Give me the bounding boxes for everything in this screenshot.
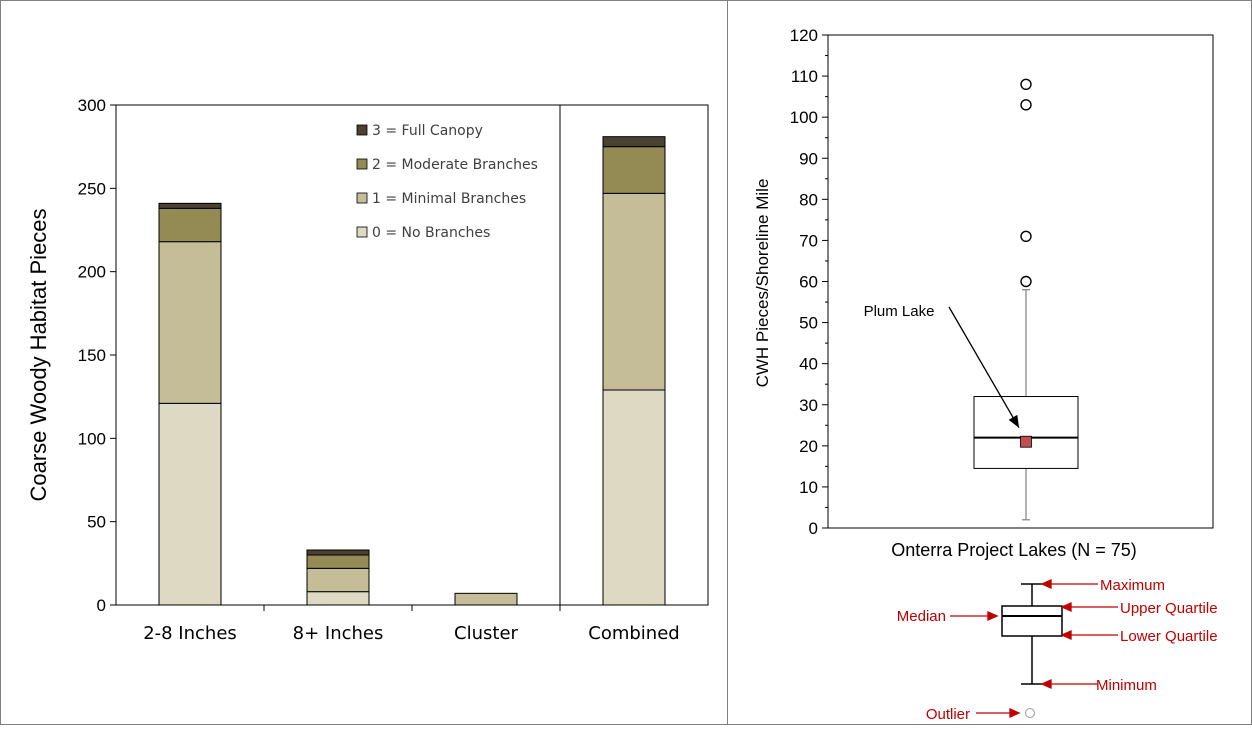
legend-entry: 3 = Full Canopy (372, 123, 483, 139)
legend-entry: 2 = Moderate Branches (372, 157, 538, 173)
legend-label-maximum: Maximum (1100, 577, 1165, 594)
legend-swatch (356, 158, 368, 170)
legend-label-median: Median (897, 608, 946, 625)
bar-segment (602, 136, 666, 148)
outlier-marker (1020, 230, 1032, 243)
box-y-tick-label: 70 (799, 231, 818, 250)
legend-label-lower-quartile: Lower Quartile (1120, 628, 1218, 645)
bar-segment (602, 192, 666, 391)
stacked-bar-chart: 0 50 100 150 200 250 300 2-8 Inches 8+ Inches Cl… (26, 96, 709, 644)
bar-y-tick-label: 300 (78, 96, 106, 115)
box-y-tick-label: 90 (799, 149, 818, 168)
bar-y-tick-label: 200 (78, 263, 106, 282)
bar-x-axis: 2-8 Inches 8+ Inches Cluster Combined (143, 605, 680, 644)
bar-y-tick-label: 250 (78, 179, 106, 198)
plum-lake-marker (1020, 435, 1032, 448)
legend-swatch (356, 192, 368, 204)
legend-arrowhead (1040, 678, 1052, 690)
bar-x-tick-label: Combined (588, 623, 679, 644)
box-x-axis-label: Onterra Project Lakes (N = 75) (891, 540, 1137, 560)
bar-segment (158, 241, 222, 404)
box-plot (948, 78, 1079, 521)
box-y-tick-label: 110 (791, 67, 818, 86)
box-y-tick-label: 80 (799, 190, 818, 209)
box-y-axis-label: CWH Pieces/Shoreline Mile (753, 179, 772, 388)
bar-y-tick-label: 0 (97, 596, 106, 615)
legend-entry: 0 = No Branches (372, 225, 490, 241)
bar-segment (158, 402, 222, 606)
legend-arrowhead (1060, 601, 1072, 613)
legend-swatch (356, 124, 368, 136)
box-y-tick-label: 0 (809, 519, 818, 538)
box-y-axis: 0 10 20 30 40 50 60 70 80 90 100 110 120 (790, 26, 828, 538)
outlier-marker (1020, 99, 1032, 111)
legend-label-upper-quartile: Upper Quartile (1120, 600, 1218, 617)
box-y-tick-label: 30 (799, 396, 818, 415)
bar-y-axis: 0 50 100 150 200 250 300 (78, 96, 116, 615)
bar-x-tick-label: 2-8 Inches (143, 623, 237, 644)
legend-swatch (356, 226, 368, 238)
plum-lake-arrowhead (1008, 414, 1019, 428)
bar-y-tick-label: 50 (87, 513, 106, 532)
plum-lake-label: Plum Lake (864, 303, 935, 320)
legend-label-minimum: Minimum (1096, 677, 1157, 694)
bar-segment (158, 207, 222, 243)
bar-y-tick-label: 150 (78, 346, 106, 365)
bar-segment (306, 567, 370, 593)
box-y-tick-label: 120 (790, 26, 818, 45)
legend-box (1001, 605, 1063, 637)
bar-y-tick-label: 100 (78, 429, 106, 448)
bar-segment (306, 554, 370, 569)
outlier-marker (1020, 78, 1032, 91)
bar-segment (602, 389, 666, 606)
box-y-tick-label: 40 (799, 355, 818, 374)
bar-segment (306, 549, 370, 556)
bar-segment (158, 202, 222, 209)
bar-segment (306, 591, 370, 606)
box-y-tick-label: 100 (790, 108, 818, 127)
legend-entry: 1 = Minimal Branches (372, 191, 526, 207)
outlier-marker (1020, 275, 1032, 288)
box-plot-chart: 0 10 20 30 40 50 60 70 80 90 100 110 120 CWH Pieces/… (753, 26, 1214, 560)
legend-label-outlier: Outlier (926, 706, 970, 723)
box-y-tick-label: 20 (799, 437, 818, 456)
box-y-tick-label: 50 (799, 314, 818, 333)
bar-segment (454, 592, 518, 606)
legend-arrowhead (1060, 629, 1072, 641)
bar-series (158, 136, 666, 606)
bar-x-tick-label: 8+ Inches (293, 623, 384, 644)
bar-segment (602, 146, 666, 194)
quartile-box (973, 396, 1079, 469)
box-y-tick-label: 10 (799, 478, 818, 497)
plum-lake-arrow (948, 306, 1020, 429)
bar-legend: 3 = Full Canopy 2 = Moderate Branches 1 = … (356, 123, 538, 241)
box-y-tick-label: 60 (799, 273, 818, 292)
legend-outlier-marker (1025, 708, 1035, 718)
legend-arrowhead (1040, 578, 1052, 590)
box-plot-legend: Maximum Upper Quartile Median Lower Quar… (897, 577, 1218, 723)
legend-arrowhead (987, 610, 999, 622)
bar-y-axis-label: Coarse Woody Habitat Pieces (26, 208, 51, 501)
legend-arrowhead (1009, 707, 1021, 719)
bar-x-tick-label: Cluster (454, 623, 518, 644)
